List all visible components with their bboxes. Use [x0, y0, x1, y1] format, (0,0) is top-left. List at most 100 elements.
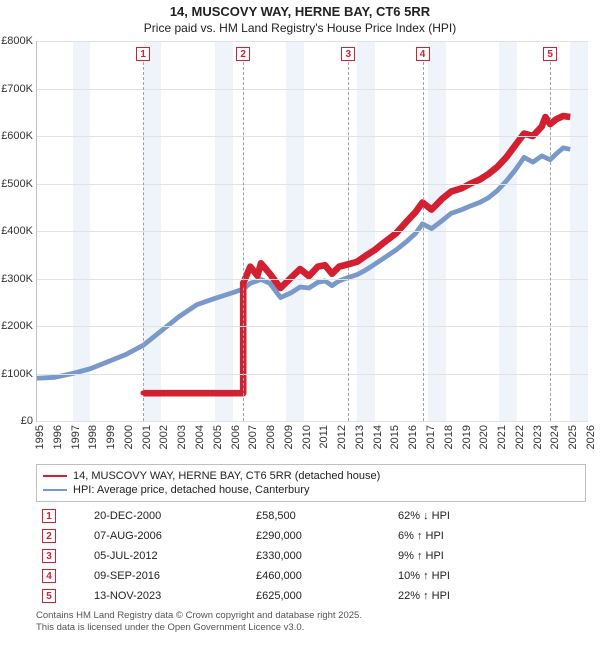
chart-title: 14, MUSCOVY WAY, HERNE BAY, CT6 5RR: [0, 0, 600, 21]
y-axis-label: £600K: [1, 130, 37, 142]
x-axis-label: 2000: [123, 425, 135, 449]
x-axis-label: 2011: [318, 425, 330, 449]
series-price_paid: [143, 116, 570, 393]
y-gridline: [37, 184, 588, 185]
row-marker: 2: [42, 529, 56, 543]
y-gridline: [37, 374, 588, 375]
footer-line-2: This data is licensed under the Open Gov…: [36, 622, 586, 634]
transaction-point: [548, 122, 553, 127]
y-axis-label: £200K: [1, 320, 37, 332]
transactions-table: 1 20-DEC-2000£58,50062% ↓ HPI 2 07-AUG-2006…: [36, 506, 586, 606]
transaction-point: [141, 391, 146, 396]
x-axis-label: 2003: [176, 425, 188, 449]
tx-delta: 10% ↑ HPI: [392, 566, 586, 586]
row-marker: 3: [42, 549, 56, 563]
x-axis-label: 2023: [532, 425, 544, 449]
x-axis-label: 2019: [461, 425, 473, 449]
transaction-point: [241, 281, 246, 286]
row-marker: 4: [42, 569, 56, 583]
tx-price: £460,000: [250, 566, 392, 586]
x-axis-label: 2006: [230, 425, 242, 449]
transaction-marker: 3: [341, 47, 355, 61]
x-axis-label: 2010: [301, 425, 313, 449]
tx-date: 09-SEP-2016: [88, 566, 250, 586]
x-axis-label: 2008: [265, 425, 277, 449]
x-axis-label: 2004: [194, 425, 206, 449]
y-gridline: [37, 89, 588, 90]
x-axis-label: 1999: [105, 425, 117, 449]
x-axis-label: 2015: [389, 425, 401, 449]
table-row: 1 20-DEC-2000£58,50062% ↓ HPI: [36, 506, 586, 526]
transaction-point: [420, 200, 425, 205]
y-gridline: [37, 326, 588, 327]
transaction-marker: 4: [416, 47, 430, 61]
y-gridline: [37, 136, 588, 137]
tx-delta: 22% ↑ HPI: [392, 586, 586, 606]
transaction-marker: 2: [236, 47, 250, 61]
x-axis-label: 2001: [141, 425, 153, 449]
marker-guideline: [423, 62, 424, 421]
series-hpi: [37, 148, 570, 378]
table-row: 3 05-JUL-2012£330,0009% ↑ HPI: [36, 546, 586, 566]
table-row: 5 13-NOV-2023£625,00022% ↑ HPI: [36, 586, 586, 606]
legend: 14, MUSCOVY WAY, HERNE BAY, CT6 5RR (det…: [36, 464, 586, 502]
x-axis-label: 2005: [212, 425, 224, 449]
marker-guideline: [348, 62, 349, 421]
y-axis-label: £800K: [1, 35, 37, 47]
transaction-point: [346, 262, 351, 267]
legend-label: 14, MUSCOVY WAY, HERNE BAY, CT6 5RR (det…: [73, 470, 380, 482]
transaction-marker: 5: [543, 47, 557, 61]
y-axis-label: £100K: [1, 368, 37, 380]
tx-price: £58,500: [250, 506, 392, 526]
legend-swatch: [43, 489, 67, 491]
tx-price: £330,000: [250, 546, 392, 566]
y-axis-label: £700K: [1, 83, 37, 95]
transaction-marker: 1: [136, 47, 150, 61]
footer-line-1: Contains HM Land Registry data © Crown c…: [36, 610, 586, 622]
chart-subtitle: Price paid vs. HM Land Registry's House …: [0, 21, 600, 41]
table-row: 4 09-SEP-2016£460,00010% ↑ HPI: [36, 566, 586, 586]
chart-plot-area: £0£100K£200K£300K£400K£500K£600K£700K£80…: [36, 41, 588, 422]
tx-delta: 6% ↑ HPI: [392, 526, 586, 546]
x-axis-label: 2013: [354, 425, 366, 449]
legend-row: 14, MUSCOVY WAY, HERNE BAY, CT6 5RR (det…: [43, 469, 579, 483]
y-axis-label: £400K: [1, 225, 37, 237]
legend-swatch: [43, 475, 67, 477]
attribution-footer: Contains HM Land Registry data © Crown c…: [36, 610, 586, 635]
y-gridline: [37, 279, 588, 280]
x-axis-label: 2025: [567, 425, 579, 449]
y-gridline: [37, 421, 588, 422]
y-gridline: [37, 41, 588, 42]
x-axis-label: 2014: [372, 425, 384, 449]
row-marker: 5: [42, 589, 56, 603]
x-axis-label: 2024: [549, 425, 561, 449]
legend-label: HPI: Average price, detached house, Cant…: [73, 484, 309, 496]
table-row: 2 07-AUG-2006£290,0006% ↑ HPI: [36, 526, 586, 546]
x-axis-label: 1995: [34, 425, 46, 449]
marker-guideline: [143, 62, 144, 421]
x-axis-label: 2022: [514, 425, 526, 449]
y-axis-label: £500K: [1, 178, 37, 190]
marker-guideline: [243, 62, 244, 421]
tx-date: 07-AUG-2006: [88, 526, 250, 546]
tx-date: 20-DEC-2000: [88, 506, 250, 526]
tx-price: £625,000: [250, 586, 392, 606]
legend-row: HPI: Average price, detached house, Cant…: [43, 483, 579, 497]
tx-price: £290,000: [250, 526, 392, 546]
x-axis-label: 1998: [87, 425, 99, 449]
tx-delta: 62% ↓ HPI: [392, 506, 586, 526]
x-axis-label: 2016: [407, 425, 419, 449]
x-axis-label: 2018: [443, 425, 455, 449]
row-marker: 1: [42, 509, 56, 523]
x-axis-label: 2026: [585, 425, 597, 449]
tx-delta: 9% ↑ HPI: [392, 546, 586, 566]
x-axis-label: 2021: [496, 425, 508, 449]
tx-date: 13-NOV-2023: [88, 586, 250, 606]
x-axis-label: 2007: [247, 425, 259, 449]
tx-date: 05-JUL-2012: [88, 546, 250, 566]
x-axis-label: 2009: [283, 425, 295, 449]
y-gridline: [37, 231, 588, 232]
x-axis-label: 1997: [70, 425, 82, 449]
marker-guideline: [550, 62, 551, 421]
x-axis-label: 2012: [336, 425, 348, 449]
